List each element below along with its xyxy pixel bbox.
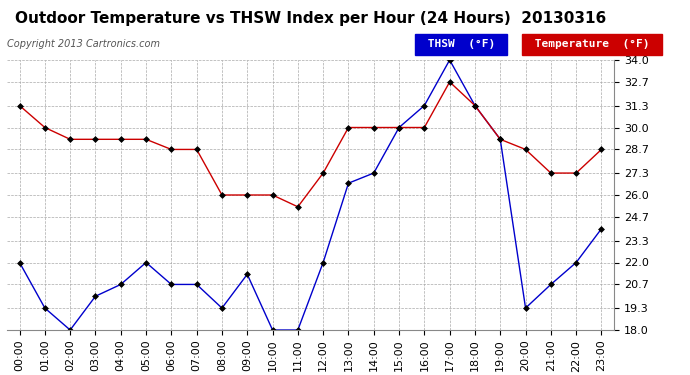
Text: Copyright 2013 Cartronics.com: Copyright 2013 Cartronics.com bbox=[7, 39, 160, 50]
Text: Temperature  (°F): Temperature (°F) bbox=[528, 39, 656, 50]
Text: Outdoor Temperature vs THSW Index per Hour (24 Hours)  20130316: Outdoor Temperature vs THSW Index per Ho… bbox=[15, 11, 606, 26]
Text: THSW  (°F): THSW (°F) bbox=[421, 39, 502, 50]
